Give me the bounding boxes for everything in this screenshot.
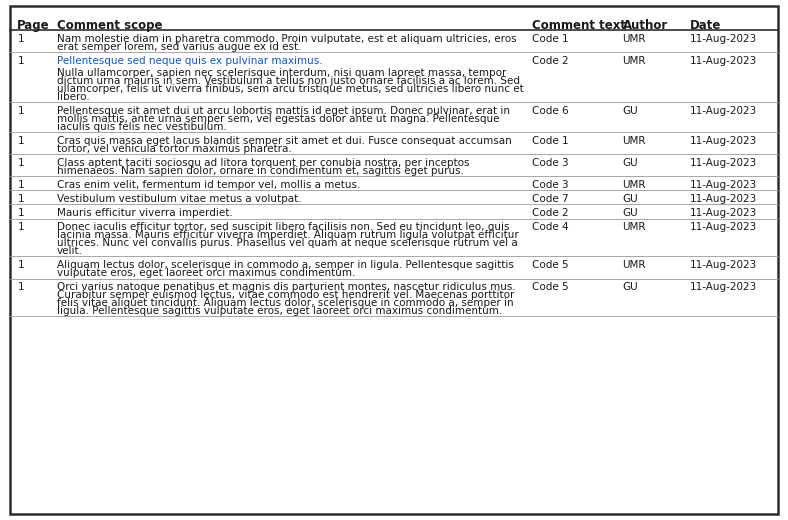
Text: vulputate eros, eget laoreet orci maximus condimentum.: vulputate eros, eget laoreet orci maximu… [57,268,355,278]
Text: felis vitae aliquet tincidunt. Aliquam lectus dolor, scelerisque in commodo a, s: felis vitae aliquet tincidunt. Aliquam l… [57,298,513,308]
Text: UMR: UMR [623,34,646,44]
Text: 11-Aug-2023: 11-Aug-2023 [690,136,756,146]
Text: iaculis quis felis nec vestibulum.: iaculis quis felis nec vestibulum. [57,122,227,132]
Text: velit.: velit. [57,246,83,256]
Text: Code 4: Code 4 [532,222,568,232]
Text: GU: GU [623,106,638,116]
Text: Curabitur semper euismod lectus, vitae commodo est hendrerit vel. Maecenas portt: Curabitur semper euismod lectus, vitae c… [57,290,514,300]
Text: Code 2: Code 2 [532,208,568,218]
Text: UMR: UMR [623,180,646,190]
Text: 1: 1 [17,106,24,116]
Text: 1: 1 [17,180,24,190]
Text: ultrices. Nunc vel convallis purus. Phasellus vel quam at neque scelerisque rutr: ultrices. Nunc vel convallis purus. Phas… [57,238,518,248]
Text: Code 5: Code 5 [532,260,568,270]
Text: 1: 1 [17,34,24,44]
Text: 1: 1 [17,222,24,232]
Text: UMR: UMR [623,260,646,270]
Text: Code 3: Code 3 [532,158,568,168]
Text: 11-Aug-2023: 11-Aug-2023 [690,180,756,190]
Text: Code 1: Code 1 [532,34,568,44]
Text: 1: 1 [17,194,24,204]
Text: UMR: UMR [623,136,646,146]
Text: Cras quis massa eget lacus blandit semper sit amet et dui. Fusce consequat accum: Cras quis massa eget lacus blandit sempe… [57,136,511,146]
Text: ullamcorper, felis ut viverra finibus, sem arcu tristique metus, sed ultricies l: ullamcorper, felis ut viverra finibus, s… [57,84,523,94]
Text: 11-Aug-2023: 11-Aug-2023 [690,260,756,270]
Text: 11-Aug-2023: 11-Aug-2023 [690,106,756,116]
Text: Code 6: Code 6 [532,106,568,116]
Text: himenaeos. Nam sapien dolor, ornare in condimentum et, sagittis eget purus.: himenaeos. Nam sapien dolor, ornare in c… [57,166,463,176]
Text: GU: GU [623,208,638,218]
Text: 11-Aug-2023: 11-Aug-2023 [690,34,756,44]
Text: UMR: UMR [623,56,646,66]
Text: Orci varius natoque penatibus et magnis dis parturient montes, nascetur ridiculu: Orci varius natoque penatibus et magnis … [57,282,515,292]
Text: Class aptent taciti sociosqu ad litora torquent per conubia nostra, per inceptos: Class aptent taciti sociosqu ad litora t… [57,158,469,168]
Text: Pellentesque sit amet dui ut arcu lobortis mattis id eget ipsum. Donec pulvinar,: Pellentesque sit amet dui ut arcu lobort… [57,106,510,116]
Text: GU: GU [623,194,638,204]
Text: mollis mattis, ante urna semper sem, vel egestas dolor ante ut magna. Pellentesq: mollis mattis, ante urna semper sem, vel… [57,114,500,124]
Text: Code 7: Code 7 [532,194,568,204]
Text: UMR: UMR [623,222,646,232]
Text: Vestibulum vestibulum vitae metus a volutpat.: Vestibulum vestibulum vitae metus a volu… [57,194,301,204]
Text: 11-Aug-2023: 11-Aug-2023 [690,158,756,168]
Text: Code 2: Code 2 [532,56,568,66]
Text: Nam molestie diam in pharetra commodo. Proin vulputate, est et aliquam ultricies: Nam molestie diam in pharetra commodo. P… [57,34,516,44]
Text: Pellentesque sed neque quis ex pulvinar maximus.: Pellentesque sed neque quis ex pulvinar … [57,56,322,66]
Text: tortor, vel vehicula tortor maximus pharetra.: tortor, vel vehicula tortor maximus phar… [57,144,292,153]
Text: 11-Aug-2023: 11-Aug-2023 [690,208,756,218]
Text: Date: Date [690,19,721,32]
Text: GU: GU [623,282,638,292]
Text: Donec iaculis efficitur tortor, sed suscipit libero facilisis non. Sed eu tincid: Donec iaculis efficitur tortor, sed susc… [57,222,509,232]
Text: lacinia massa. Mauris efficitur viverra imperdiet. Aliquam rutrum ligula volutpa: lacinia massa. Mauris efficitur viverra … [57,230,519,240]
Text: Mauris efficitur viverra imperdiet.: Mauris efficitur viverra imperdiet. [57,208,232,218]
Text: 11-Aug-2023: 11-Aug-2023 [690,194,756,204]
Text: 11-Aug-2023: 11-Aug-2023 [690,222,756,232]
Text: 1: 1 [17,282,24,292]
Text: Author: Author [623,19,667,32]
Text: erat semper lorem, sed varius augue ex id est.: erat semper lorem, sed varius augue ex i… [57,42,301,51]
Text: GU: GU [623,158,638,168]
Text: Cras enim velit, fermentum id tempor vel, mollis a metus.: Cras enim velit, fermentum id tempor vel… [57,180,360,190]
Text: 1: 1 [17,136,24,146]
Text: dictum urna mauris in sem. Vestibulum a tellus non justo ornare facilisis a ac l: dictum urna mauris in sem. Vestibulum a … [57,76,520,86]
Text: Code 3: Code 3 [532,180,568,190]
Text: 11-Aug-2023: 11-Aug-2023 [690,56,756,66]
Text: ligula. Pellentesque sagittis vulputate eros, eget laoreet orci maximus condimen: ligula. Pellentesque sagittis vulputate … [57,306,502,316]
Text: libero.: libero. [57,92,90,101]
Text: Comment text: Comment text [532,19,626,32]
Text: Code 5: Code 5 [532,282,568,292]
Text: 1: 1 [17,208,24,218]
Text: 1: 1 [17,158,24,168]
Text: Aliquam lectus dolor, scelerisque in commodo a, semper in ligula. Pellentesque s: Aliquam lectus dolor, scelerisque in com… [57,260,514,270]
Text: Page: Page [17,19,50,32]
Text: Comment scope: Comment scope [57,19,162,32]
Text: Code 1: Code 1 [532,136,568,146]
Text: Nulla ullamcorper, sapien nec scelerisque interdum, nisi quam laoreet massa, tem: Nulla ullamcorper, sapien nec scelerisqu… [57,68,506,78]
Text: 11-Aug-2023: 11-Aug-2023 [690,282,756,292]
Text: 1: 1 [17,56,24,66]
Text: 1: 1 [17,260,24,270]
